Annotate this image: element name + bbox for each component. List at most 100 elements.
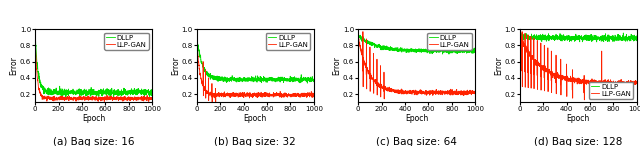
LLP-GAN [55,98,63,99]
LLP-GAN [289,94,296,96]
X-axis label: Epoch: Epoch [82,114,106,123]
DLLP [362,40,369,42]
DLLP [593,41,600,43]
DLLP [633,35,640,37]
LLP-GAN [633,81,640,82]
LLP-GAN [518,31,526,33]
LLP-GAN [355,38,362,40]
DLLP [216,78,224,79]
Text: (a) Bag size: 16: (a) Bag size: 16 [53,137,134,146]
Y-axis label: Error: Error [10,56,19,75]
Y-axis label: Error: Error [494,56,503,75]
X-axis label: Epoch: Epoch [244,114,267,123]
LLP-GAN [378,86,386,88]
X-axis label: Epoch: Epoch [405,114,428,123]
LLP-GAN [458,91,466,93]
LLP-GAN [580,99,588,101]
LLP-GAN [612,81,620,82]
LLP-GAN [446,92,454,93]
DLLP [612,36,620,38]
LLP-GAN [516,33,524,35]
DLLP [31,34,39,36]
DLLP [303,82,311,84]
LLP-GAN [127,98,134,100]
DLLP [310,79,317,81]
LLP-GAN [627,83,635,85]
Legend: DLLP, LLP-GAN: DLLP, LLP-GAN [266,33,310,50]
Text: (d) Bag size: 128: (d) Bag size: 128 [534,137,623,146]
Y-axis label: Error: Error [171,56,180,75]
LLP-GAN [212,103,220,105]
DLLP [62,97,70,99]
DLLP [148,89,156,91]
DLLP [607,36,615,38]
Legend: DLLP, LLP-GAN: DLLP, LLP-GAN [589,81,634,99]
DLLP [284,79,292,81]
LLP-GAN [200,88,208,90]
Line: LLP-GAN: LLP-GAN [520,32,637,100]
LLP-GAN [31,38,39,40]
LLP-GAN [620,84,627,85]
DLLP [446,50,454,52]
DLLP [193,36,200,38]
DLLP [378,47,386,49]
DLLP [458,51,466,53]
DLLP [38,87,46,89]
Legend: DLLP, LLP-GAN: DLLP, LLP-GAN [104,33,148,50]
DLLP [296,79,304,81]
Text: (b) Bag size: 32: (b) Bag size: 32 [214,137,296,146]
LLP-GAN [450,90,458,92]
LLP-GAN [296,94,304,96]
Line: DLLP: DLLP [520,33,637,42]
LLP-GAN [310,94,317,95]
DLLP [516,37,524,39]
LLP-GAN [523,52,531,53]
LLP-GAN [362,63,369,65]
LLP-GAN [38,95,46,97]
LLP-GAN [380,98,388,100]
DLLP [627,37,635,39]
DLLP [523,35,531,37]
LLP-GAN [122,99,130,101]
DLLP [450,51,458,53]
DLLP [466,49,474,51]
LLP-GAN [359,31,367,33]
Line: DLLP: DLLP [196,37,314,83]
Line: LLP-GAN: LLP-GAN [35,39,152,101]
X-axis label: Epoch: Epoch [566,114,590,123]
DLLP [304,80,312,81]
DLLP [123,91,131,93]
Y-axis label: Error: Error [332,56,341,75]
LLP-GAN [145,101,152,102]
LLP-GAN [135,97,143,99]
Line: DLLP: DLLP [358,35,476,54]
LLP-GAN [304,95,312,96]
DLLP [355,36,362,38]
DLLP [620,32,627,34]
DLLP [127,90,134,92]
LLP-GAN [193,36,200,38]
DLLP [289,78,296,80]
DLLP [135,89,143,90]
DLLP [356,34,364,36]
Text: (c) Bag size: 64: (c) Bag size: 64 [376,137,457,146]
LLP-GAN [607,82,615,84]
DLLP [620,39,627,41]
DLLP [143,94,150,95]
LLP-GAN [472,91,479,92]
DLLP [472,49,479,51]
LLP-GAN [217,93,225,95]
DLLP [445,53,452,55]
LLP-GAN [148,98,156,100]
LLP-GAN [143,99,150,100]
Legend: DLLP, LLP-GAN: DLLP, LLP-GAN [428,33,472,50]
LLP-GAN [466,92,474,94]
Line: DLLP: DLLP [35,35,152,98]
Line: LLP-GAN: LLP-GAN [196,37,314,104]
LLP-GAN [284,95,292,97]
DLLP [540,38,547,39]
DLLP [55,90,63,92]
LLP-GAN [540,68,547,70]
Line: LLP-GAN: LLP-GAN [358,32,476,99]
DLLP [200,67,208,69]
